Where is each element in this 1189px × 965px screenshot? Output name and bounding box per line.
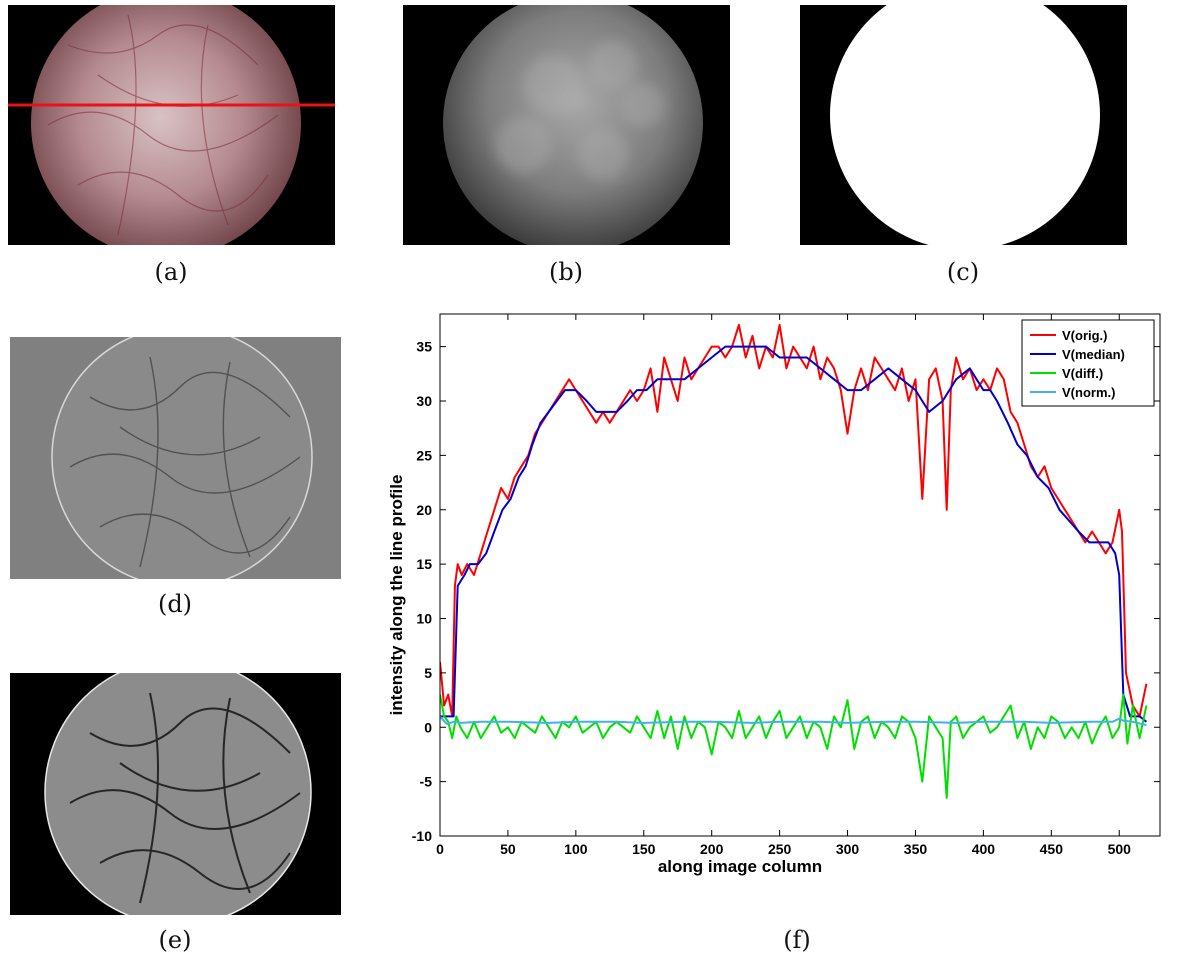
plot-frame <box>439 313 1161 837</box>
caption-a: (a) <box>154 258 188 286</box>
chart-svg: 0 50 100 150 200 250 300 350 400 450 500 -10 -5 0 5 10 1… <box>387 313 1161 876</box>
normalized-vessels <box>69 692 301 904</box>
image-d-difference <box>10 337 341 579</box>
x-axis-label: along image column <box>658 857 822 876</box>
caption-b: (b) <box>548 258 584 286</box>
y-axis-label: intensity along the line profile <box>387 475 406 716</box>
image-e-normalized <box>10 673 341 915</box>
series-line-3 <box>440 715 1147 727</box>
caption-f: (f) <box>783 926 811 954</box>
image-d-svg <box>51 337 313 579</box>
legend-entry: V(norm.) <box>1062 385 1115 400</box>
background-disc <box>443 5 703 245</box>
image-c-mask <box>800 5 1127 245</box>
caption-c: (c) <box>946 258 980 286</box>
y-tick-label: 0 <box>424 719 432 735</box>
x-tick-label: 400 <box>972 841 996 857</box>
legend-entry: V(orig.) <box>1062 328 1108 343</box>
y-tick-label: 20 <box>416 502 432 518</box>
image-c-svg <box>830 5 1100 245</box>
background-blobs <box>495 40 665 181</box>
x-tick-label: 450 <box>1040 841 1064 857</box>
plot-area <box>440 323 1148 799</box>
legend-entry: V(median) <box>1062 347 1125 362</box>
y-tick-label: 35 <box>416 339 432 355</box>
image-a-original <box>8 5 335 245</box>
y-tick-label: 15 <box>416 556 432 572</box>
y-tick-label: 10 <box>416 611 432 627</box>
x-tick-label: 300 <box>836 841 860 857</box>
normalized-disc <box>44 673 312 915</box>
caption-e: (e) <box>158 926 192 954</box>
series-line-2 <box>440 693 1148 799</box>
x-tick-label: 200 <box>700 841 724 857</box>
tissue-disc <box>31 5 301 245</box>
legend: V(orig.) V(median) V(diff.) V(norm.) <box>1021 319 1155 407</box>
y-tick-label: -5 <box>420 774 433 790</box>
x-tick-label: 150 <box>632 841 656 857</box>
x-tick-label: 500 <box>1108 841 1132 857</box>
mask-disc <box>830 5 1100 245</box>
x-tick-label: 250 <box>768 841 792 857</box>
image-b-svg <box>443 5 703 245</box>
difference-vessels <box>69 356 301 568</box>
chart-f-line-profile: 0 50 100 150 200 250 300 350 400 450 500 -10 -5 0 5 10 1… <box>380 296 1180 916</box>
series-line-1 <box>440 345 1148 723</box>
axes: 0 50 100 150 200 250 300 350 400 450 500 -10 -5 0 5 10 1… <box>387 313 1161 876</box>
x-tick-label: 0 <box>436 841 444 857</box>
image-b-background <box>403 5 730 245</box>
y-tick-label: 5 <box>424 665 432 681</box>
x-tick-label: 100 <box>564 841 588 857</box>
x-tick-label: 350 <box>904 841 928 857</box>
legend-entry: V(diff.) <box>1062 366 1103 381</box>
image-a-svg <box>8 5 335 245</box>
y-tick-label: -10 <box>412 828 432 844</box>
y-tick-label: 25 <box>416 447 432 463</box>
y-tick-label: 30 <box>416 393 432 409</box>
caption-d: (d) <box>157 590 193 618</box>
image-e-svg <box>44 673 312 915</box>
x-tick-label: 50 <box>500 841 516 857</box>
